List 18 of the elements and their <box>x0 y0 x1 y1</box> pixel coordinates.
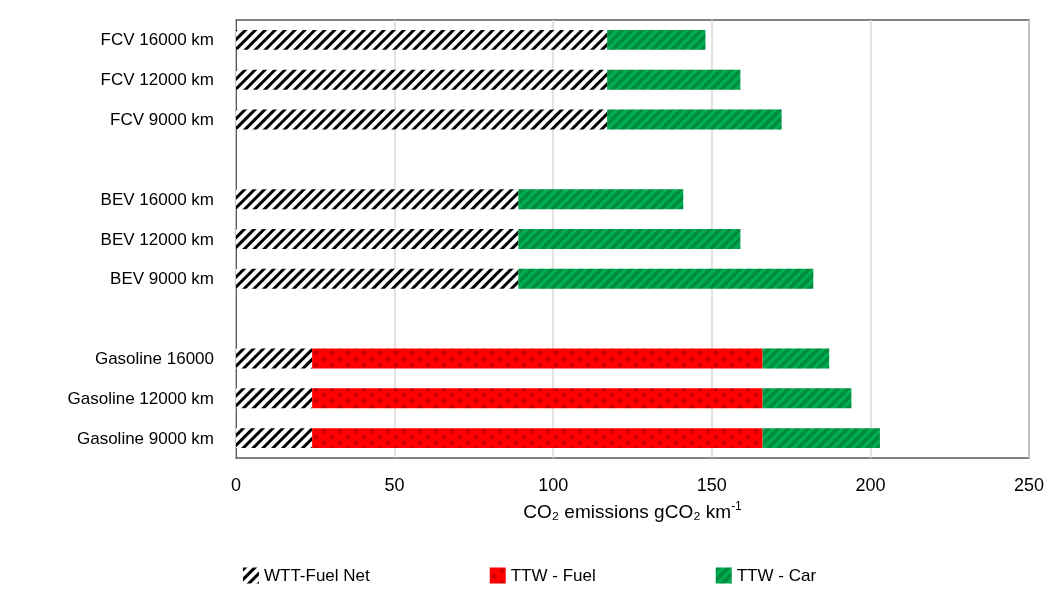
y-tick-label: Gasoline 9000 km <box>76 428 214 448</box>
y-tick-label: Gasoline 12000 km <box>67 388 214 408</box>
y-tick-label: BEV 12000 km <box>100 229 214 249</box>
y-tick-label: FCV 12000 km <box>100 70 214 90</box>
x-tick-label: 200 <box>855 475 886 495</box>
x-tick-label: 0 <box>230 475 242 495</box>
x-tick-label: 250 <box>1013 475 1045 495</box>
legend-label: TTW - Car <box>736 566 817 585</box>
x-tick-label: 50 <box>384 475 405 495</box>
legend-label: WTT-Fuel Net <box>263 566 371 585</box>
y-tick-label: BEV 9000 km <box>110 269 214 289</box>
x-tick-label: 150 <box>696 475 727 495</box>
x-tick-label: 100 <box>538 475 569 495</box>
y-tick-label: BEV 16000 km <box>100 189 214 209</box>
legend-label: TTW - Fuel <box>510 566 596 585</box>
y-tick-label: FCV 16000 km <box>100 30 214 50</box>
y-tick-label: Gasoline 16000 <box>94 348 214 368</box>
y-tick-label: FCV 9000 km <box>110 110 214 130</box>
